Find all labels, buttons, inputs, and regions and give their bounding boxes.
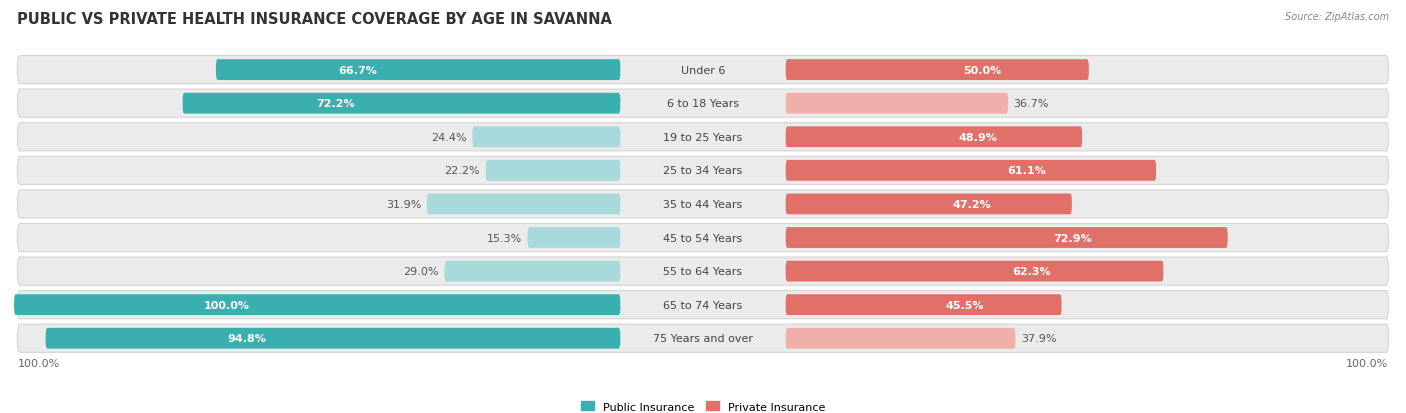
FancyBboxPatch shape	[786, 261, 1163, 282]
Text: 94.8%: 94.8%	[228, 333, 266, 344]
FancyBboxPatch shape	[786, 60, 1088, 81]
Text: 61.1%: 61.1%	[1007, 166, 1046, 176]
FancyBboxPatch shape	[527, 228, 620, 248]
FancyBboxPatch shape	[14, 294, 620, 315]
Text: 22.2%: 22.2%	[444, 166, 481, 176]
FancyBboxPatch shape	[183, 94, 620, 114]
FancyBboxPatch shape	[45, 328, 620, 349]
Text: 50.0%: 50.0%	[963, 65, 1002, 76]
FancyBboxPatch shape	[17, 90, 1389, 118]
FancyBboxPatch shape	[17, 224, 1389, 252]
Legend: Public Insurance, Private Insurance: Public Insurance, Private Insurance	[576, 397, 830, 413]
Text: Source: ZipAtlas.com: Source: ZipAtlas.com	[1285, 12, 1389, 22]
FancyBboxPatch shape	[786, 94, 1008, 114]
FancyBboxPatch shape	[786, 294, 1062, 315]
Text: 25 to 34 Years: 25 to 34 Years	[664, 166, 742, 176]
FancyBboxPatch shape	[217, 60, 620, 81]
Text: 48.9%: 48.9%	[959, 133, 998, 142]
Text: 45.5%: 45.5%	[946, 300, 984, 310]
Text: 75 Years and over: 75 Years and over	[652, 333, 754, 344]
Text: 19 to 25 Years: 19 to 25 Years	[664, 133, 742, 142]
FancyBboxPatch shape	[427, 194, 620, 215]
Text: 6 to 18 Years: 6 to 18 Years	[666, 99, 740, 109]
FancyBboxPatch shape	[17, 324, 1389, 353]
Text: 15.3%: 15.3%	[486, 233, 522, 243]
Text: 65 to 74 Years: 65 to 74 Years	[664, 300, 742, 310]
Text: 31.9%: 31.9%	[387, 199, 422, 209]
FancyBboxPatch shape	[786, 127, 1083, 148]
Text: 37.9%: 37.9%	[1021, 333, 1056, 344]
Text: 72.9%: 72.9%	[1053, 233, 1092, 243]
FancyBboxPatch shape	[444, 261, 620, 282]
Text: 55 to 64 Years: 55 to 64 Years	[664, 266, 742, 276]
Text: 29.0%: 29.0%	[404, 266, 439, 276]
FancyBboxPatch shape	[17, 56, 1389, 85]
Text: 35 to 44 Years: 35 to 44 Years	[664, 199, 742, 209]
Text: 66.7%: 66.7%	[337, 65, 377, 76]
Text: Under 6: Under 6	[681, 65, 725, 76]
FancyBboxPatch shape	[17, 123, 1389, 152]
Text: 36.7%: 36.7%	[1014, 99, 1049, 109]
FancyBboxPatch shape	[786, 328, 1015, 349]
Text: 100.0%: 100.0%	[17, 358, 59, 368]
Text: 47.2%: 47.2%	[952, 199, 991, 209]
Text: 24.4%: 24.4%	[432, 133, 467, 142]
Text: 72.2%: 72.2%	[316, 99, 356, 109]
FancyBboxPatch shape	[786, 228, 1227, 248]
Text: 100.0%: 100.0%	[204, 300, 249, 310]
FancyBboxPatch shape	[17, 291, 1389, 319]
FancyBboxPatch shape	[786, 161, 1156, 181]
Text: 45 to 54 Years: 45 to 54 Years	[664, 233, 742, 243]
Text: 62.3%: 62.3%	[1012, 266, 1050, 276]
FancyBboxPatch shape	[472, 127, 620, 148]
Text: PUBLIC VS PRIVATE HEALTH INSURANCE COVERAGE BY AGE IN SAVANNA: PUBLIC VS PRIVATE HEALTH INSURANCE COVER…	[17, 12, 612, 27]
FancyBboxPatch shape	[17, 190, 1389, 218]
FancyBboxPatch shape	[17, 157, 1389, 185]
FancyBboxPatch shape	[786, 194, 1071, 215]
FancyBboxPatch shape	[17, 257, 1389, 285]
Text: 100.0%: 100.0%	[1347, 358, 1389, 368]
FancyBboxPatch shape	[485, 161, 620, 181]
